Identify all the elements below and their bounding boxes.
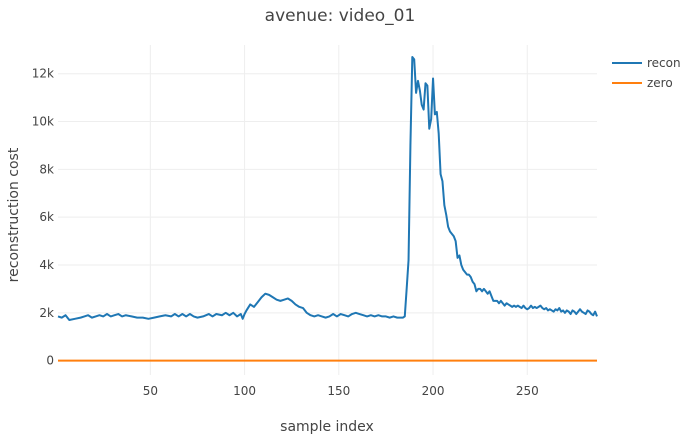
series-line-recon: [57, 55, 598, 321]
y-tick-label: 4k: [39, 258, 54, 272]
y-tick-label: 12k: [32, 67, 54, 81]
legend[interactable]: recon zero: [612, 56, 681, 90]
y-tick-label: 6k: [39, 210, 54, 224]
x-tick-label: 200: [422, 384, 445, 398]
x-tick-label: 50: [143, 384, 158, 398]
chart-title: avenue: video_01: [265, 6, 416, 26]
tick-labels: 50 100 150 200 250 0 2k 4k 6k 8k 10k 12k: [32, 67, 539, 398]
legend-label-recon[interactable]: recon: [647, 56, 681, 70]
y-tick-label: 10k: [32, 115, 54, 129]
x-axis-title: sample index: [280, 419, 374, 435]
x-tick-label: 100: [233, 384, 256, 398]
y-tick-label: 2k: [39, 306, 54, 320]
y-axis-title: reconstruction cost: [6, 147, 22, 282]
series: [57, 55, 598, 362]
y-tick-label: 0: [46, 354, 54, 368]
grid: [58, 45, 597, 375]
x-tick-label: 250: [516, 384, 539, 398]
legend-label-zero[interactable]: zero: [647, 76, 673, 90]
x-tick-label: 150: [327, 384, 350, 398]
y-tick-label: 8k: [39, 162, 54, 176]
